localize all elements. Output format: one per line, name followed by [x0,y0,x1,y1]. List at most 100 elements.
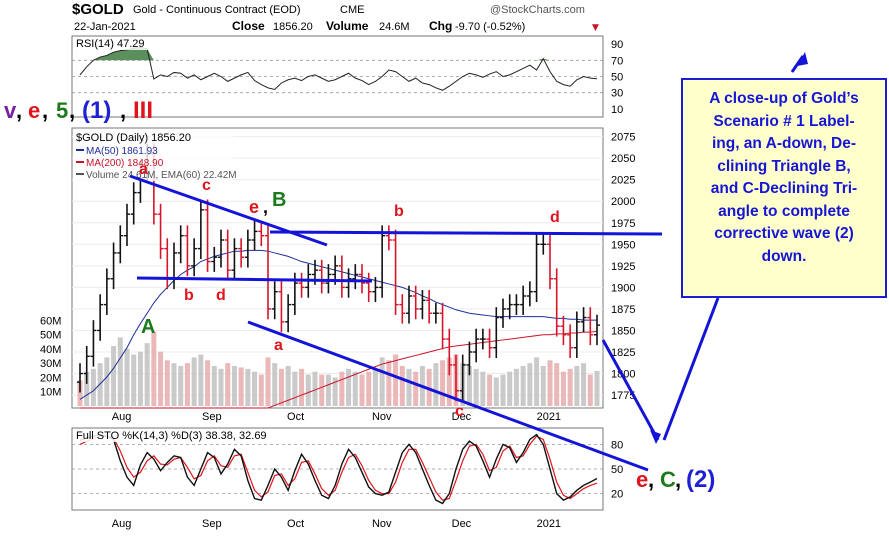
volume-bar [144,343,150,406]
callout-line: Scenario # 1 Label- [713,112,855,130]
ma200-line [80,330,598,409]
wave-label-a-low: a [274,337,283,354]
volume-tick-label: 50M [40,330,61,342]
volume-tick-label: 60M [40,315,61,327]
volume-bar [594,370,600,406]
triangle-lower-line [136,276,373,283]
sto-tick-label: 50 [611,464,623,476]
callout-line: and C-Declining Tri- [710,180,858,197]
price-tick-label: 1825 [611,347,635,359]
volume-bar [272,363,278,406]
volume-bar [379,357,385,406]
callout-pointer-line [662,297,720,441]
price-tick-label: 1925 [611,261,635,273]
arrow-shaft [790,55,805,73]
rsi-tick-label: 70 [611,55,623,67]
price-tick-label: 2075 [611,132,635,144]
arrowhead-down-icon [650,430,661,444]
volume-bar [413,371,419,406]
wave-label-5: 5 [56,98,68,123]
sto-legend: Full STO %K(14,3) %D(3) 38.38, 32.69 [76,430,267,442]
price-tick-label: 1975 [611,218,635,230]
volume-bar [131,354,137,406]
price-tick-label: 2000 [611,196,635,208]
wave-label-2-final: (2) [686,466,715,493]
volume-bar [520,366,526,406]
price-legend-bg [73,129,233,181]
volume-bar [540,366,546,406]
volume-bar [319,374,325,406]
wave-label-e-B: e [249,197,259,217]
volume-bar [560,371,566,406]
price-legend-entry: MA(50) 1861.93 [86,146,158,157]
volume-bar [218,368,224,406]
wave-label-sep: , [263,197,268,217]
rsi-tick-label: 50 [611,72,623,84]
price-tick-label: 1950 [611,239,635,251]
wave-label-sep: , [16,98,22,123]
volume-bar [534,357,540,406]
volume-bar [513,368,519,406]
c-channel-line [247,320,649,472]
volume-bar [225,363,231,406]
volume-bar [211,366,217,406]
price-month-label: Sep [202,411,222,423]
volume-bar [507,371,513,406]
wave-label-b-high: b [394,203,404,220]
volume-bar [77,380,83,406]
volume-tick-label: 30M [40,358,61,370]
rsi-legend-bg [73,37,203,50]
volume-bar [332,377,338,406]
close-value: 1856.20 [273,21,313,33]
sto-month-label: Aug [112,518,132,530]
wave-label-sep: , [42,98,48,123]
price-month-label: Aug [112,411,132,423]
price-tick-label: 1875 [611,304,635,316]
sto-k-line [79,433,598,505]
callout-line: clining Triangle B, [717,157,851,175]
sto-tick-label: 20 [611,489,623,501]
volume-bar [299,368,305,406]
wave-label-sep: , [675,467,681,492]
volume-bar [527,363,533,406]
chg-down-icon: ▼ [592,23,599,33]
wave-label-B: B [272,189,286,211]
b-d-resistance-line [269,230,663,236]
price-month-label: 2021 [537,411,561,423]
wave-label-C-final: C [660,467,676,492]
volume-bar [258,374,264,406]
volume-bar [285,366,291,406]
callout-line: down. [761,247,807,265]
volume-bar [446,357,452,406]
callout-line: ing, an A-down, De- [711,135,857,152]
wave-c-path-line [601,339,660,441]
volume-bar [265,357,271,406]
price-tick-label: 2050 [611,153,635,165]
wave-label-sep: , [69,98,75,123]
volume-bar [574,366,580,406]
wave-label-c-top: c [202,177,211,194]
price-month-label: Dec [452,411,472,423]
volume-bar [231,366,237,406]
volume-bar [386,360,392,406]
wave-label-1: (1) [82,97,111,124]
volume-bar [487,374,493,406]
rsi-tick-label: 30 [611,88,623,100]
wave-label-v: v [4,98,17,123]
volume-bar [171,363,177,406]
sto-month-label: Nov [372,518,392,530]
callout-line: corrective wave (2) [714,225,854,242]
price-tick-label: 1900 [611,282,635,294]
volume-bar [466,366,472,406]
callout-line: A close-up of Gold’s [709,90,859,107]
volume-tick-label: 10M [40,387,61,399]
wave-label-sep: , [120,98,126,123]
volume-bar [278,368,284,406]
rsi-tick-label: 90 [611,39,623,51]
volume-bar [473,368,479,406]
price-tick-label: 2025 [611,175,635,187]
volume-tick-label: 40M [40,344,61,356]
price-tick-label: 1775 [611,390,635,402]
volume-bar [245,368,251,406]
volume-bar [90,368,96,406]
